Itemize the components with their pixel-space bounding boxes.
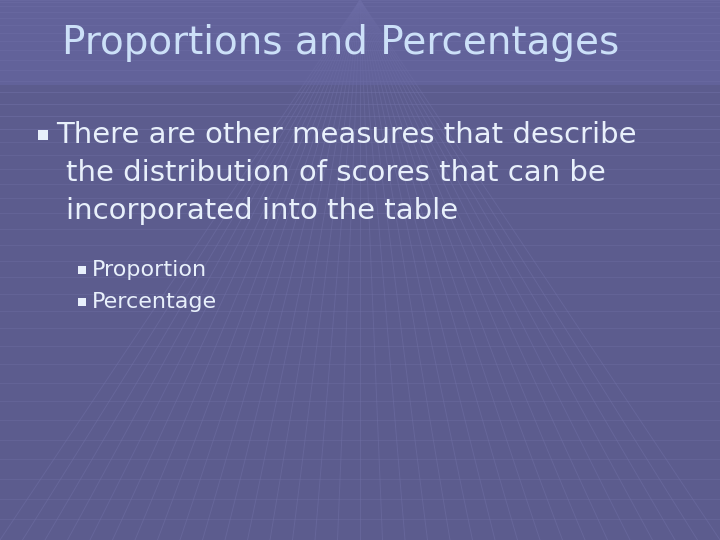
Text: the distribution of scores that can be: the distribution of scores that can be [66, 159, 606, 187]
Bar [78, 266, 86, 274]
Text: Proportion: Proportion [92, 260, 207, 280]
Text: There are other measures that describe: There are other measures that describe [56, 121, 636, 149]
Bar [78, 298, 86, 306]
Text: Percentage: Percentage [92, 292, 217, 312]
Bar [0, 0, 720, 85]
Bar [38, 130, 48, 140]
Text: incorporated into the table: incorporated into the table [66, 197, 458, 225]
Text: Proportions and Percentages: Proportions and Percentages [62, 24, 619, 62]
